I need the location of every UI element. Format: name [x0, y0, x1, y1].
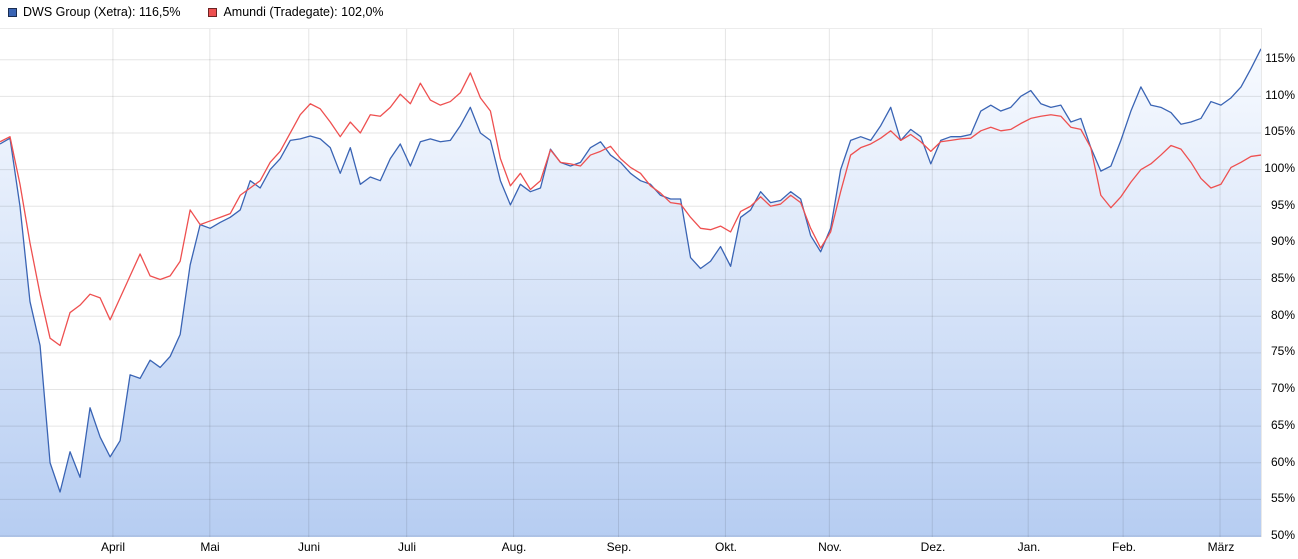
x-axis-label: Feb. — [1111, 540, 1136, 554]
dws-price-line — [0, 48, 1261, 493]
y-axis-label: 60% — [1270, 454, 1295, 469]
x-axis-label: Juli — [397, 540, 416, 554]
x-axis-label: Jan. — [1017, 540, 1041, 554]
amundi-price-line — [0, 72, 1261, 347]
y-axis-label: 110% — [1265, 87, 1295, 102]
x-axis-label: März — [1207, 540, 1235, 554]
x-axis-label: Dez. — [920, 540, 946, 554]
x-axis-label: Aug. — [501, 540, 527, 554]
y-axis-label: 105% — [1264, 124, 1295, 139]
y-axis-label: 65% — [1270, 417, 1295, 432]
y-axis-label: 115% — [1265, 50, 1295, 65]
amundi-series-swatch-icon — [208, 7, 218, 17]
y-axis: 115% 110% 105% 100% 95% 90% 85% 80% 75% 70% 65% 60%… — [1262, 28, 1298, 542]
dws-series-swatch-icon — [8, 7, 17, 17]
y-axis-label: 100% — [1264, 160, 1295, 175]
dws-series-label: DWS Group (Xetra): 116,5% — [23, 5, 181, 19]
x-axis-label: Nov. — [818, 540, 842, 554]
chart-legend: DWS Group (Xetra): 116,5% Amundi (Tradeg… — [8, 5, 384, 19]
legend-item-dws: DWS Group (Xetra): 116,5% — [8, 5, 180, 19]
x-axis-label: Mai — [200, 540, 220, 554]
legend-item-amundi: Amundi (Tradegate): 102,0% — [208, 5, 384, 19]
y-axis-label: 75% — [1270, 344, 1295, 359]
plot-area[interactable] — [0, 29, 1261, 537]
y-axis-label: 85% — [1270, 271, 1295, 286]
y-axis-label: 50% — [1270, 527, 1295, 542]
x-axis-label: Sep. — [606, 540, 632, 554]
x-axis-label: Okt. — [714, 540, 737, 554]
amundi-series-label: Amundi (Tradegate): 102,0% — [223, 5, 384, 19]
x-axis: April Mai Juni Juli Aug. Sep. Okt. Nov. Dez. Jan.… — [0, 538, 1262, 558]
x-axis-label: Juni — [297, 540, 320, 554]
y-axis-label: 70% — [1270, 381, 1295, 396]
x-axis-label: April — [100, 540, 125, 554]
y-axis-label: 90% — [1270, 234, 1295, 249]
y-axis-label: 80% — [1270, 307, 1295, 322]
plot-wrap — [0, 28, 1262, 537]
y-axis-label: 55% — [1270, 491, 1295, 506]
dws-area-fill — [0, 48, 1261, 537]
y-axis-label: 95% — [1270, 197, 1295, 212]
